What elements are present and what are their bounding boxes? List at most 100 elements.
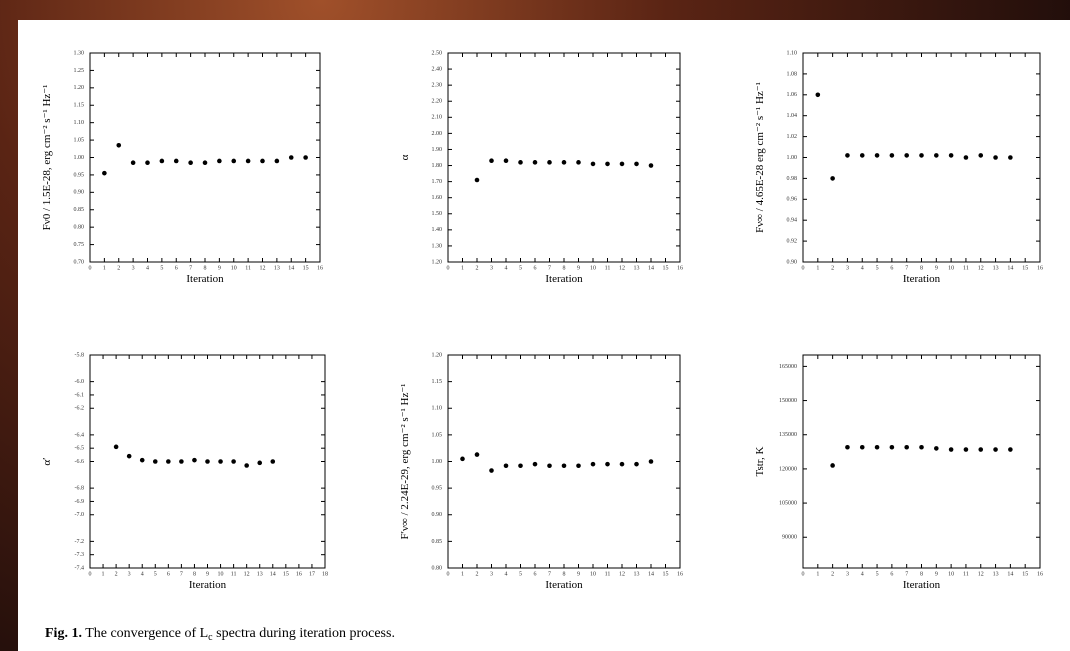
x-tick-label: 8 (920, 571, 923, 577)
y-tick-label: 1.00 (787, 155, 798, 161)
x-tick-label: 4 (141, 571, 144, 577)
point (816, 93, 821, 98)
x-tick-label: 6 (167, 571, 170, 577)
point (919, 445, 924, 450)
x-tick-label: 2 (115, 571, 118, 577)
point (275, 159, 280, 164)
x-tick-label: 13 (993, 571, 999, 577)
point (533, 160, 538, 165)
x-tick-label: 14 (288, 265, 294, 271)
y-tick-label: 1.05 (74, 137, 85, 143)
point (860, 153, 865, 158)
point (231, 159, 236, 164)
point (518, 160, 523, 165)
x-tick-label: 10 (590, 265, 596, 271)
x-tick-label: 14 (270, 571, 276, 577)
x-axis-label: Iteration (903, 579, 941, 591)
point (904, 153, 909, 158)
point (270, 459, 275, 464)
y-tick-label: 0.98 (787, 176, 798, 182)
y-tick-label: 0.90 (787, 259, 798, 265)
point (547, 160, 552, 165)
point (192, 458, 197, 463)
y-tick-label: 1.25 (74, 68, 85, 74)
x-tick-label: 4 (861, 265, 864, 271)
y-tick-label: 1.06 (787, 92, 798, 98)
x-tick-label: 9 (935, 265, 938, 271)
x-axis-label: Iteration (545, 273, 583, 285)
y-tick-label: 0.96 (787, 197, 798, 203)
point (160, 159, 165, 164)
y-tick-label: 1.08 (787, 71, 798, 77)
y-tick-label: 0.90 (74, 190, 85, 196)
x-tick-label: 6 (890, 265, 893, 271)
y-tick-label: 1.00 (432, 459, 443, 465)
x-tick-label: 14 (1007, 265, 1013, 271)
point (634, 462, 639, 467)
point (620, 162, 625, 167)
x-tick-label: 7 (548, 571, 551, 577)
x-tick-label: 4 (505, 571, 508, 577)
caption-text: The convergence of L (82, 626, 208, 641)
x-tick-label: 3 (846, 571, 849, 577)
x-tick-label: 2 (831, 571, 834, 577)
point (174, 159, 179, 164)
x-tick-label: 16 (677, 265, 683, 271)
y-tick-label: 0.85 (432, 539, 443, 545)
x-tick-label: 16 (677, 571, 683, 577)
x-tick-label: 0 (89, 571, 92, 577)
y-tick-label: 2.10 (432, 115, 443, 121)
y-tick-label: 1.80 (432, 163, 443, 169)
y-tick-label: 0.95 (432, 486, 443, 492)
y-tick-label: 1.02 (787, 134, 798, 140)
point (993, 447, 998, 452)
y-tick-label: 0.95 (74, 172, 85, 178)
x-tick-label: 5 (876, 571, 879, 577)
point (533, 462, 538, 467)
point (217, 159, 222, 164)
y-tick-label: 2.00 (432, 131, 443, 137)
point (231, 459, 236, 464)
x-tick-label: 10 (948, 265, 954, 271)
y-tick-label: 150000 (779, 398, 797, 404)
y-axis-label: F′ν∞ / 2.24E-29, erg cm⁻² s⁻¹ Hz⁻¹ (399, 384, 411, 540)
y-axis-label: α′ (41, 457, 53, 465)
y-axis-label: Tstr, K (754, 446, 766, 476)
point (576, 160, 581, 165)
x-tick-label: 7 (548, 265, 551, 271)
y-tick-label: 2.30 (432, 83, 443, 89)
x-tick-label: 0 (89, 265, 92, 271)
point (303, 155, 308, 160)
x-tick-label: 3 (490, 265, 493, 271)
x-axis-label: Iteration (189, 579, 227, 591)
x-tick-label: 15 (283, 571, 289, 577)
point (289, 155, 294, 160)
x-tick-label: 14 (648, 265, 654, 271)
caption: Fig. 1. The convergence of Lc spectra du… (45, 626, 395, 643)
x-tick-label: 12 (260, 265, 266, 271)
y-axis-label: Fν∞ / 4.65E-28 erg cm⁻² s⁻¹ Hz⁻¹ (754, 82, 766, 233)
point (260, 159, 265, 164)
point (875, 153, 880, 158)
y-tick-label: 1.30 (74, 50, 85, 56)
panel (18, 20, 1070, 651)
point (518, 463, 523, 468)
y-tick-label: 0.75 (74, 242, 85, 248)
y-tick-label: -6.8 (75, 486, 85, 492)
x-tick-label: 6 (890, 571, 893, 577)
point (634, 162, 639, 167)
x-tick-label: 10 (948, 571, 954, 577)
point (244, 463, 249, 468)
caption-text: spectra during iteration process. (213, 626, 395, 641)
x-tick-label: 11 (245, 265, 251, 271)
point (102, 171, 107, 176)
y-tick-label: 1.15 (74, 103, 85, 109)
x-tick-label: 15 (303, 265, 309, 271)
point (605, 162, 610, 167)
x-tick-label: 5 (154, 571, 157, 577)
point (547, 463, 552, 468)
x-tick-label: 1 (103, 265, 106, 271)
point (460, 457, 465, 462)
x-tick-label: 15 (663, 571, 669, 577)
x-tick-label: 12 (244, 571, 250, 577)
